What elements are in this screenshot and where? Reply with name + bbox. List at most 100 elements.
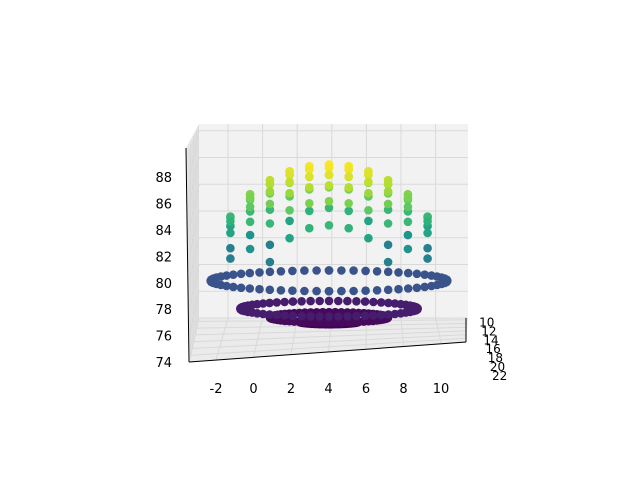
data-point [423,254,432,263]
data-point [288,297,298,306]
data-point [403,193,413,203]
data-point [412,269,422,279]
data-point [226,228,235,238]
x-axis-line [188,341,467,363]
x-tick-label: 4 [324,382,332,397]
data-point [285,206,294,215]
data-point [226,243,235,253]
data-point [245,230,255,240]
data-point [265,240,275,250]
data-point [236,269,246,279]
data-point [280,311,289,320]
data-point [420,270,430,280]
y-tick-label: 16 [486,342,501,356]
data-point [349,286,358,296]
data-point [285,233,294,243]
data-point [383,187,393,196]
data-point [265,298,274,308]
data-point [344,223,354,233]
z-axis-line [185,147,190,363]
grid-z-left [189,157,200,201]
data-point [297,311,306,321]
data-point [245,244,255,254]
grid-z-left [189,291,200,333]
data-point [394,284,403,294]
data-point [423,228,432,238]
data-point [361,266,370,276]
data-point [343,296,352,306]
data-point [394,268,403,277]
data-point [383,257,393,267]
data-point [337,286,346,296]
data-point [288,266,297,276]
data-point [276,286,286,295]
grid-x-floor [215,317,229,361]
grid-z-left [189,317,200,360]
data-point [372,267,382,276]
data-point [364,206,373,215]
y-tick-label: 10 [479,315,494,329]
grid-x-floor [253,317,264,358]
data-point [276,267,286,276]
data-point [258,309,268,319]
data-point [352,311,361,321]
data-point [305,165,314,174]
data-point [312,266,321,275]
data-point [324,318,334,327]
data-point [305,183,314,192]
data-point [427,281,436,291]
data-point [315,312,325,321]
data-point [324,296,334,306]
data-point [265,267,275,277]
grid-z-left [189,130,200,175]
data-point [245,268,255,278]
data-point [305,206,314,216]
data-point [305,199,314,208]
data-point [324,196,334,206]
grid-z-left [189,264,200,307]
data-point [390,309,400,319]
data-point [265,187,275,196]
data-point [334,296,343,306]
data-point [369,297,378,307]
grid-y-floor [195,326,467,336]
data-point [364,188,373,198]
grid-y-floor [190,337,467,356]
data-point [334,312,343,321]
data-point [265,179,275,189]
data-point [245,217,255,227]
data-point [352,297,361,306]
data-point [344,206,354,216]
data-point [383,179,393,189]
data-point [300,266,309,275]
x-tick-label: -2 [210,382,223,397]
z-tick-label: 80 [155,277,172,292]
data-point [383,199,393,209]
data-point [376,298,386,307]
z-tick-label: 78 [155,303,172,318]
data-point [265,257,275,267]
y-tick-label: 18 [488,351,503,365]
data-point [383,219,393,228]
data-point [285,170,294,179]
z-tick-label: 74 [155,356,172,371]
data-point [403,284,413,293]
data-point [324,203,334,213]
data-point [384,310,393,319]
y-tick-label: 22 [492,369,507,383]
z-tick-label: 82 [155,250,172,265]
data-point [383,285,393,295]
data-point [306,296,315,306]
z-tick-label: 88 [155,171,172,186]
z-tick-label: 86 [155,198,172,213]
data-point [364,233,373,243]
x-tick-label: 10 [433,382,450,397]
data-point [312,286,321,296]
grid-x-floor [400,317,404,346]
data-point [315,296,325,306]
data-point [324,163,334,173]
data-point [229,282,238,292]
data-point [344,165,354,174]
x-tick-label: 0 [249,382,257,397]
data-points [206,160,452,329]
